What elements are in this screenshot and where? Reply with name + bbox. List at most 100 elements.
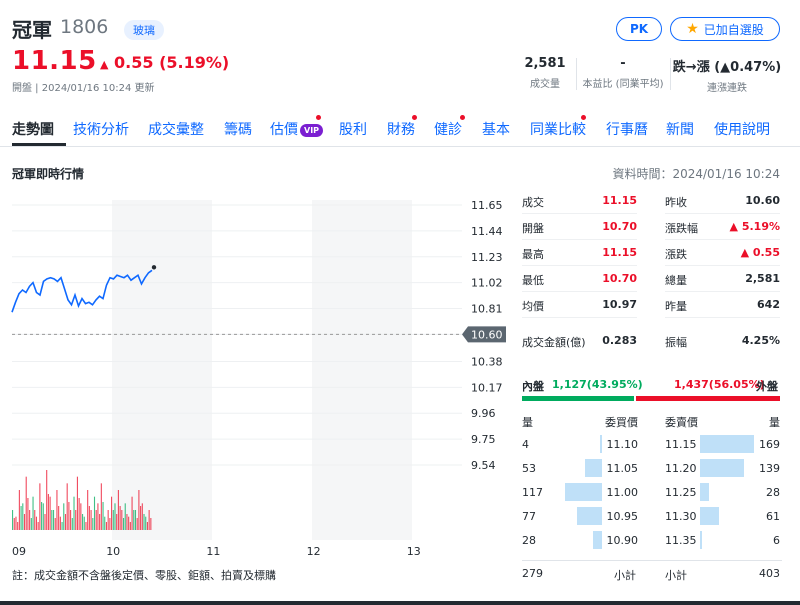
volume-bar: [18, 490, 20, 530]
bid-price[interactable]: 11.05: [606, 462, 639, 475]
ask-price[interactable]: 11.30: [665, 510, 697, 523]
volume-bar: [112, 510, 114, 530]
bid-price[interactable]: 10.95: [606, 510, 639, 523]
quote-value: 642: [757, 298, 780, 311]
section-title: 冠軍即時行情: [12, 167, 85, 181]
volume-bar: [134, 510, 137, 530]
order-book: 量 委買價 委賣價 量 4 11.10 11.15 169 53 11.05 11.20 13…: [522, 412, 782, 582]
ask-price[interactable]: 11.35: [665, 534, 697, 547]
quote-value: 10.70: [602, 220, 637, 233]
volume-bar: [37, 522, 39, 530]
volume-bar: [27, 498, 29, 530]
ask-price[interactable]: 11.25: [665, 486, 697, 499]
quote-value: 10.60: [745, 194, 780, 207]
tab-news[interactable]: 新聞: [666, 122, 694, 138]
quote-label: 最低: [522, 274, 544, 287]
tab-volume-summary[interactable]: 成交彙整: [148, 122, 204, 138]
volume-bar: [68, 502, 70, 530]
y-tick-label: 11.02: [471, 277, 503, 290]
ask-price[interactable]: 11.15: [665, 438, 697, 451]
quote-label: 漲跌: [665, 248, 687, 261]
volume-bar: [56, 490, 58, 530]
row-divider: [665, 239, 780, 240]
volume-bar: [99, 514, 101, 530]
tab-trend[interactable]: 走勢圖: [12, 122, 54, 138]
volume-bar: [126, 514, 128, 530]
quote-value: 10.70: [602, 272, 637, 285]
inner-outer-bar: [522, 396, 780, 401]
ask-qty-header: 量: [769, 416, 780, 429]
stock-code: 1806: [60, 16, 109, 38]
volume-bar: [138, 490, 140, 530]
watchlist-button[interactable]: ★ 已加自選股: [670, 17, 780, 41]
stat-value: 2,581: [524, 56, 566, 71]
row-divider: [665, 291, 780, 292]
tab-financial[interactable]: 財務: [387, 122, 415, 138]
volume-bar: [63, 503, 65, 530]
tab-valuation[interactable]: 估價 VIP: [270, 119, 324, 139]
quote-value: 11.15: [602, 194, 637, 207]
stat-label: 連漲連跌: [707, 83, 747, 94]
volume-bar: [104, 516, 106, 530]
tab-peer-compare[interactable]: 同業比較: [530, 122, 586, 138]
bid-qty: 4: [522, 438, 529, 451]
inner-fill: [522, 396, 635, 401]
ask-qty: 139: [759, 462, 780, 475]
row-divider: [665, 213, 780, 214]
volume-bar: [143, 514, 145, 530]
ask-qty: 6: [773, 534, 780, 547]
quote-label: 開盤: [522, 222, 544, 235]
volume-bar: [97, 503, 99, 530]
volume-bar: [140, 506, 142, 530]
reference-price-text: 10.60: [471, 328, 503, 341]
tab-calendar[interactable]: 行事曆: [606, 122, 648, 138]
volume-bar: [13, 518, 15, 530]
volume-bar: [35, 516, 38, 530]
ask-price[interactable]: 11.20: [665, 462, 697, 475]
price-change: ▲ 0.55 (5.19%): [100, 53, 229, 72]
volume-bar: [117, 490, 119, 530]
vip-badge: VIP: [300, 123, 324, 137]
quote-label: 成交金額(億): [522, 336, 586, 349]
bid-price-header: 委買價: [605, 416, 638, 429]
tab-technical[interactable]: 技術分析: [73, 122, 129, 138]
volume-bar: [109, 518, 111, 530]
volume-bar: [34, 510, 36, 530]
inner-value: 1,127(43.95%): [552, 378, 643, 391]
volume-bar: [87, 490, 89, 530]
bid-price[interactable]: 11.00: [606, 486, 639, 499]
volume-bar: [105, 522, 108, 530]
volume-bar: [116, 514, 118, 530]
quote-value: 10.97: [602, 298, 637, 311]
bid-subtotal-label: 小計: [614, 569, 636, 582]
tab-chips[interactable]: 籌碼: [224, 122, 252, 138]
volume-bar: [146, 522, 148, 530]
volume-bar: [124, 503, 126, 530]
pk-button[interactable]: PK: [616, 17, 662, 41]
tab-dividend[interactable]: 股利: [339, 122, 367, 138]
tab-basic[interactable]: 基本: [482, 122, 510, 138]
y-tick-label: 10.17: [471, 381, 503, 394]
quote-value: 2,581: [745, 272, 780, 285]
volume-bar: [131, 496, 133, 530]
quote-label: 昨收: [665, 196, 687, 209]
price-change-value: 0.55 (5.19%): [114, 53, 230, 72]
intraday-chart[interactable]: 11.65 11.44 11.23 11.02 10.81 10.38 10.17 9.96 9…: [0, 190, 520, 590]
stat-label: 本益比 (同業平均): [582, 79, 664, 90]
bid-price[interactable]: 11.10: [606, 438, 639, 451]
session-band: [112, 200, 212, 540]
volume-bar: [22, 503, 24, 530]
x-tick-label: 13: [407, 545, 421, 558]
y-tick-label: 11.44: [471, 225, 503, 238]
tab-health[interactable]: 健診: [434, 122, 462, 138]
quote-label: 振幅: [665, 336, 687, 349]
stat-label: 成交量: [530, 79, 560, 90]
tab-help[interactable]: 使用說明: [714, 122, 770, 138]
bid-depth-bar: [593, 531, 602, 549]
bid-price[interactable]: 10.90: [606, 534, 639, 547]
up-arrow-icon: ▲: [100, 58, 109, 71]
ask-qty: 28: [766, 486, 780, 499]
sector-tag[interactable]: 玻璃: [124, 20, 164, 40]
volume-bar: [78, 498, 80, 530]
volume-bar: [52, 510, 55, 530]
